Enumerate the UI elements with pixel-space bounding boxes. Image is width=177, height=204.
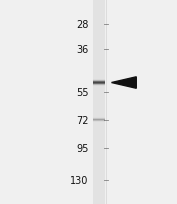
Bar	[93, 89, 105, 90]
Bar	[93, 123, 105, 124]
Text: 55: 55	[76, 88, 88, 98]
Bar	[93, 121, 105, 122]
Bar	[93, 78, 105, 79]
Bar	[93, 85, 105, 86]
Bar	[93, 76, 105, 77]
Bar	[93, 83, 105, 84]
Bar	[93, 78, 105, 79]
Bar	[93, 119, 105, 120]
Bar	[93, 80, 105, 81]
Bar	[93, 121, 105, 122]
Text: 95: 95	[76, 143, 88, 153]
Bar	[93, 88, 105, 89]
Text: 28: 28	[76, 19, 88, 29]
Bar	[93, 87, 105, 88]
Bar	[93, 82, 105, 83]
Bar	[93, 116, 105, 117]
Bar	[93, 83, 105, 84]
Bar	[93, 81, 105, 82]
Bar	[93, 115, 105, 116]
Bar	[93, 84, 105, 85]
Bar	[93, 120, 105, 121]
Bar	[93, 87, 105, 88]
Polygon shape	[112, 77, 136, 89]
Bar	[93, 86, 105, 87]
Bar	[93, 79, 105, 80]
Text: 130: 130	[70, 175, 88, 185]
Text: 36: 36	[76, 45, 88, 55]
Bar	[93, 122, 105, 123]
Bar	[93, 80, 105, 81]
Bar	[93, 118, 105, 119]
Bar	[93, 0, 105, 204]
Bar	[93, 124, 105, 125]
Bar	[93, 89, 105, 90]
Bar	[93, 79, 105, 80]
Bar	[93, 123, 105, 124]
Bar	[93, 77, 105, 78]
Bar	[93, 77, 105, 78]
Text: 72: 72	[76, 115, 88, 125]
Bar	[93, 117, 105, 118]
Bar	[93, 82, 105, 83]
Bar	[93, 81, 105, 82]
Bar	[93, 124, 105, 125]
Bar	[93, 115, 105, 116]
Bar	[93, 88, 105, 89]
Bar	[93, 122, 105, 123]
Bar	[93, 116, 105, 117]
